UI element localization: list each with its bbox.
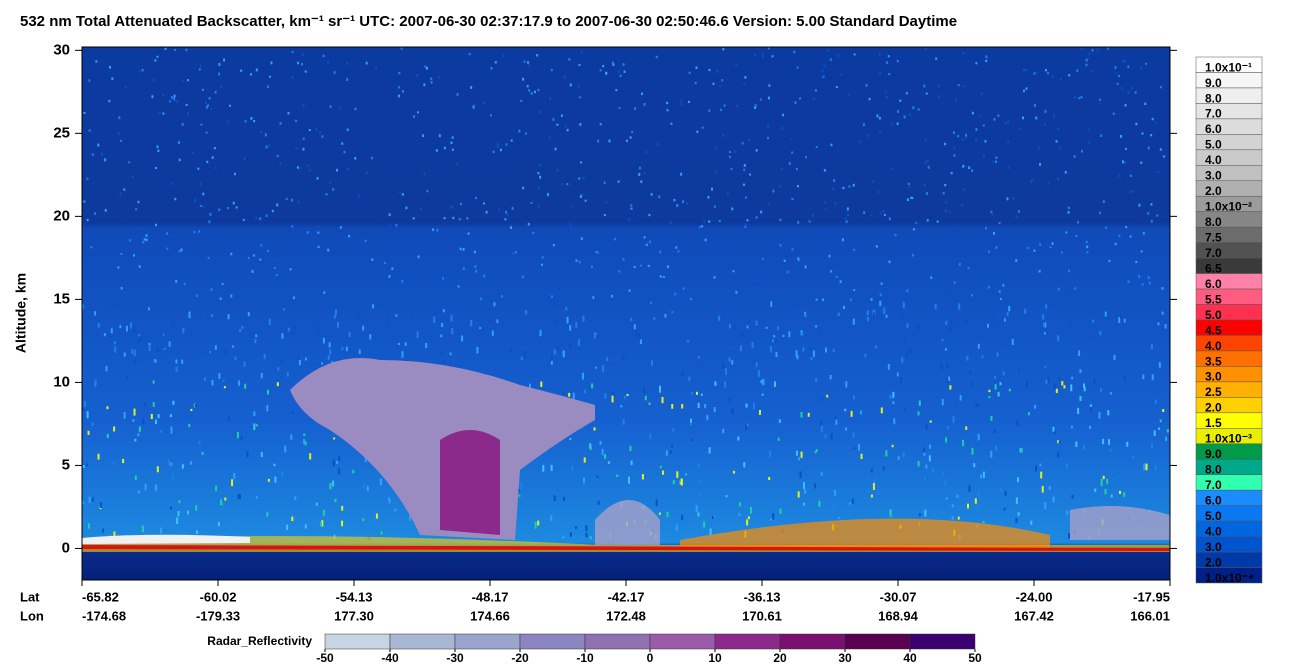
colorbar-label: 6.0 [1205, 122, 1222, 136]
y-tick-label: 25 [53, 124, 70, 141]
y-tick-label: 5 [62, 456, 70, 473]
colorbar-label: 5.0 [1205, 509, 1222, 523]
colorbar-label: 5.5 [1205, 292, 1222, 306]
lon-label: 174.66 [470, 608, 510, 623]
colorbar-label: 7.0 [1205, 246, 1222, 260]
radar-colorbar-label: Radar_Reflectivity [207, 634, 312, 648]
colorbar-label: 1.0x10⁻³ [1205, 432, 1252, 446]
colorbar-label: 1.5 [1205, 416, 1222, 430]
radar-tick-label: 30 [838, 651, 852, 665]
colorbar-label: 5.0 [1205, 138, 1222, 152]
colorbar-label: 1.0x10⁻² [1205, 200, 1252, 214]
lat-label: -30.07 [880, 589, 917, 604]
colorbar-label: 7.0 [1205, 107, 1222, 121]
y-tick-label: 20 [53, 207, 70, 224]
lat-label: -17.95 [1133, 589, 1170, 604]
colorbar-label: 9.0 [1205, 76, 1222, 90]
colorbar-label: 8.0 [1205, 463, 1222, 477]
colorbar-label: 5.0 [1205, 308, 1222, 322]
lon-label: 167.42 [1014, 608, 1054, 623]
y-tick-label: 0 [62, 539, 70, 556]
y-axis-label: Altitude, km [13, 273, 29, 353]
radar-tick-label: -10 [576, 651, 594, 665]
colorbar-label: 2.5 [1205, 385, 1222, 399]
colorbar-label: 6.0 [1205, 493, 1222, 507]
lat-label: -42.17 [608, 589, 645, 604]
radar-tick-label: -20 [511, 651, 529, 665]
colorbar-label: 4.0 [1205, 524, 1222, 538]
lon-label: -174.68 [82, 608, 126, 623]
colorbar-label: 8.0 [1205, 215, 1222, 229]
colorbar-label: 1.0x10⁻⁴ [1205, 571, 1254, 585]
colorbar-label: 3.0 [1205, 169, 1222, 183]
radar-tick-label: -50 [316, 651, 334, 665]
radar-tick-label: 50 [968, 651, 982, 665]
lon-label: 166.01 [1130, 608, 1170, 623]
colorbar-label: 2.0 [1205, 184, 1222, 198]
colorbar-label: 2.0 [1205, 401, 1222, 415]
colorbar-label: 2.0 [1205, 555, 1222, 569]
chart-title: 532 nm Total Attenuated Backscatter, km⁻… [20, 13, 957, 30]
colorbar-label: 7.0 [1205, 478, 1222, 492]
colorbar-label: 1.0x10⁻¹ [1205, 60, 1252, 74]
radar-swatch [714, 633, 781, 650]
lat-label: -54.13 [336, 589, 373, 604]
radar-tick-label: 20 [773, 651, 787, 665]
colorbar-label: 4.0 [1205, 153, 1222, 167]
radar-swatch [909, 633, 976, 650]
lat-label: -65.82 [82, 589, 119, 604]
colorbar-label: 3.0 [1205, 540, 1222, 554]
lat-label: -36.13 [744, 589, 781, 604]
radar-swatch [519, 633, 586, 650]
lat-label: Lat [20, 589, 40, 604]
lon-label: 168.94 [878, 608, 919, 623]
y-tick-label: 10 [53, 373, 70, 390]
colorbar-label: 7.5 [1205, 230, 1222, 244]
colorbar-label: 3.0 [1205, 370, 1222, 384]
curtain-image [81, 46, 1171, 581]
colorbar-label: 4.0 [1205, 339, 1222, 353]
y-tick-label: 15 [53, 290, 70, 307]
lat-label: -60.02 [200, 589, 237, 604]
colorbar-swatch [1195, 567, 1263, 584]
radar-swatch [779, 633, 846, 650]
lon-label: -179.33 [196, 608, 240, 623]
radar-swatch [324, 633, 391, 650]
lat-label: -48.17 [472, 589, 509, 604]
colorbar-label: 6.0 [1205, 277, 1222, 291]
y-tick-label: 30 [53, 41, 70, 58]
colorbar-label: 9.0 [1205, 447, 1222, 461]
colorbar-label: 4.5 [1205, 323, 1222, 337]
radar-swatch [844, 633, 911, 650]
lat-label: -24.00 [1016, 589, 1053, 604]
radar-tick-label: 10 [708, 651, 722, 665]
lon-label: 170.61 [742, 608, 782, 623]
colorbar-label: 8.0 [1205, 91, 1222, 105]
radar-swatch [649, 633, 716, 650]
radar-swatch [454, 633, 521, 650]
radar-tick-label: -40 [381, 651, 399, 665]
radar-tick-label: 40 [903, 651, 917, 665]
radar-tick-label: 0 [647, 651, 654, 665]
colorbar-label: 3.5 [1205, 354, 1222, 368]
colorbar-label: 6.5 [1205, 261, 1222, 275]
lon-label: 172.48 [606, 608, 646, 623]
radar-tick-label: -30 [446, 651, 464, 665]
radar-swatch [389, 633, 456, 650]
lon-label: Lon [20, 608, 44, 623]
radar-swatch [584, 633, 651, 650]
lon-label: 177.30 [334, 608, 374, 623]
